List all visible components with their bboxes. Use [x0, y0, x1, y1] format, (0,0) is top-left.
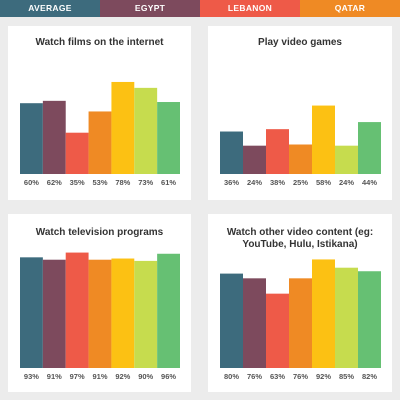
bar-value-label: 44%	[362, 178, 377, 187]
bar	[220, 273, 243, 368]
bar	[65, 132, 89, 174]
bar-value-label: 76%	[247, 372, 262, 381]
bar	[358, 271, 381, 368]
bar-value-label: 78%	[115, 178, 130, 187]
bar-value-label: 90%	[138, 372, 153, 381]
bar-value-label: 73%	[138, 178, 153, 187]
bar	[111, 258, 135, 368]
bar-value-label: 92%	[115, 372, 130, 381]
bar	[312, 105, 335, 174]
bar	[65, 252, 89, 368]
bar-value-label: 35%	[70, 178, 85, 187]
bar-value-label: 24%	[247, 178, 262, 187]
bar	[220, 131, 243, 174]
bar-value-label: 60%	[24, 178, 39, 187]
bar	[42, 100, 66, 174]
chart-title: Play video games	[258, 37, 342, 48]
chart-panel-television: Watch television programs 93% 91% 97% 91% 92…	[8, 214, 191, 392]
legend-item-average: AVERAGE	[0, 0, 100, 17]
bar	[358, 122, 381, 174]
bar	[88, 111, 112, 174]
bar	[266, 129, 289, 174]
bar	[312, 259, 335, 368]
chart-panel-films: Watch films on the internet 60% 62% 35% 53%…	[8, 26, 191, 200]
bar	[266, 293, 289, 368]
bar-value-label: 80%	[224, 372, 239, 381]
legend-item-lebanon: LEBANON	[200, 0, 300, 17]
chart-title: Watch films on the internet	[35, 37, 164, 48]
chart-title: Watch other video content (eg: YouTube, …	[226, 227, 374, 250]
bar	[42, 259, 66, 368]
bar-value-label: 36%	[224, 178, 239, 187]
chart-panel-video-games: Play video games 36% 24% 38% 25% 58% 24% 44%	[208, 26, 392, 200]
legend-item-egypt: EGYPT	[100, 0, 200, 17]
bar-value-label: 24%	[339, 178, 354, 187]
bar	[111, 81, 135, 174]
bar-value-label: 92%	[316, 372, 331, 381]
chart-title: Watch television programs	[35, 227, 164, 238]
legend: AVERAGE EGYPT LEBANON QATAR	[0, 0, 400, 17]
legend-item-qatar: QATAR	[300, 0, 400, 17]
bar	[134, 260, 158, 368]
bar-value-label: 93%	[24, 372, 39, 381]
bar	[243, 278, 266, 368]
bar	[157, 253, 180, 368]
bar	[289, 144, 312, 174]
bar-value-label: 58%	[316, 178, 331, 187]
bar	[20, 103, 43, 174]
bar	[88, 259, 112, 368]
bar-chart: 60% 62% 35% 53% 78% 73% 61%	[20, 81, 180, 187]
bar-value-label: 25%	[293, 178, 308, 187]
bar-value-label: 91%	[92, 372, 107, 381]
bar	[134, 87, 158, 174]
bar-value-label: 38%	[270, 178, 285, 187]
bar-value-label: 85%	[339, 372, 354, 381]
bar	[335, 145, 358, 174]
bar-value-label: 76%	[293, 372, 308, 381]
bar-chart: 80% 76% 63% 76% 92% 85% 82%	[220, 259, 381, 381]
chart-panel-other-video: Watch other video content (eg: YouTube, …	[208, 214, 392, 392]
bar-chart: 36% 24% 38% 25% 58% 24% 44%	[220, 105, 381, 187]
bar-chart: 93% 91% 97% 91% 92% 90% 96%	[20, 252, 180, 381]
bar	[20, 257, 43, 368]
bar-value-label: 91%	[47, 372, 62, 381]
bar	[157, 102, 180, 174]
bar-value-label: 62%	[47, 178, 62, 187]
bar-value-label: 96%	[161, 372, 176, 381]
bar-value-label: 61%	[161, 178, 176, 187]
bar	[289, 278, 312, 368]
bar-value-label: 82%	[362, 372, 377, 381]
bar-value-label: 97%	[70, 372, 85, 381]
bar-value-label: 53%	[92, 178, 107, 187]
bar	[335, 267, 358, 368]
bar-value-label: 63%	[270, 372, 285, 381]
bar	[243, 145, 266, 174]
